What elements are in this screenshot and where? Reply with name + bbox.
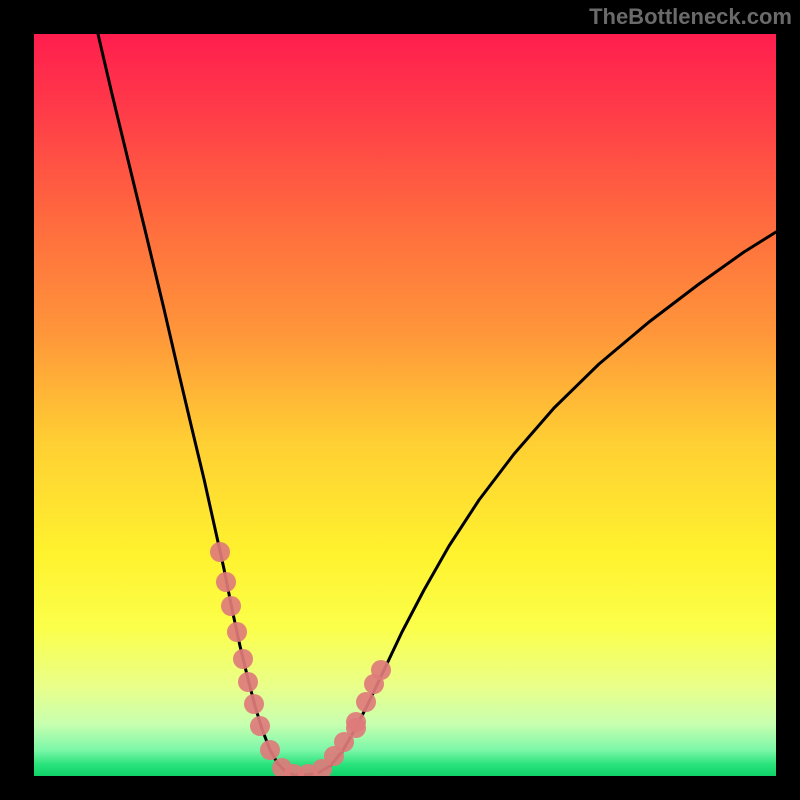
marker-dot xyxy=(216,572,236,592)
marker-dot xyxy=(244,694,264,714)
marker-dot xyxy=(250,716,270,736)
watermark-text: TheBottleneck.com xyxy=(589,4,792,30)
marker-dot xyxy=(221,596,241,616)
v-curve-path xyxy=(98,34,776,775)
curve-svg xyxy=(34,34,776,776)
marker-dot xyxy=(356,692,376,712)
marker-dot xyxy=(233,649,253,669)
plot-area xyxy=(34,34,776,776)
marker-dot xyxy=(238,672,258,692)
marker-dot xyxy=(227,622,247,642)
marker-dot xyxy=(371,660,391,680)
marker-dot xyxy=(210,542,230,562)
marker-dot xyxy=(346,718,366,738)
marker-group xyxy=(210,542,391,776)
marker-dot xyxy=(260,740,280,760)
